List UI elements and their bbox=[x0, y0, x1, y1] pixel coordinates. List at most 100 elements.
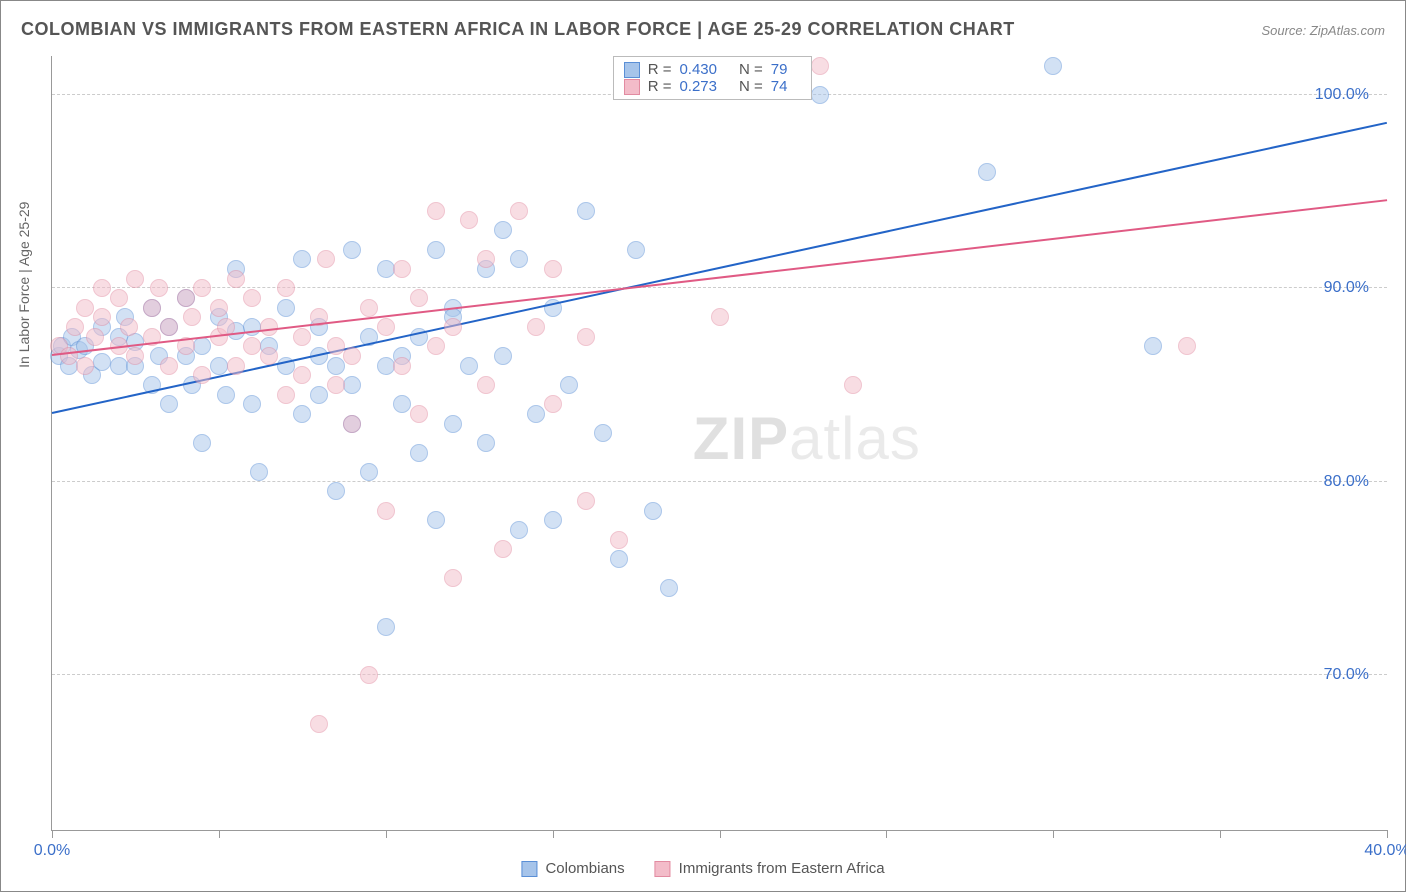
data-point bbox=[1144, 337, 1162, 355]
legend-row: R = 0.273 N = 74 bbox=[624, 78, 802, 95]
data-point bbox=[494, 221, 512, 239]
data-point bbox=[477, 250, 495, 268]
data-point bbox=[93, 353, 111, 371]
data-point bbox=[160, 318, 178, 336]
legend-swatch-icon bbox=[624, 62, 640, 78]
legend-label: Colombians bbox=[545, 860, 624, 877]
data-point bbox=[126, 270, 144, 288]
data-point bbox=[811, 86, 829, 104]
y-tick-label: 70.0% bbox=[1324, 666, 1369, 684]
watermark-atlas: atlas bbox=[789, 405, 921, 472]
data-point bbox=[377, 502, 395, 520]
data-point bbox=[510, 202, 528, 220]
data-point bbox=[410, 289, 428, 307]
r-label: R = bbox=[648, 61, 672, 78]
x-tick bbox=[219, 830, 220, 838]
data-point bbox=[427, 241, 445, 259]
y-tick-label: 100.0% bbox=[1315, 86, 1369, 104]
data-point bbox=[150, 279, 168, 297]
data-point bbox=[978, 163, 996, 181]
data-point bbox=[343, 376, 361, 394]
data-point bbox=[76, 299, 94, 317]
data-point bbox=[293, 366, 311, 384]
r-value: 0.273 bbox=[679, 78, 717, 95]
data-point bbox=[610, 550, 628, 568]
gridline bbox=[52, 481, 1387, 482]
data-point bbox=[377, 260, 395, 278]
plot-area: In Labor Force | Age 25-29 ZIPatlas R = … bbox=[51, 56, 1387, 831]
data-point bbox=[644, 502, 662, 520]
y-axis-label: In Labor Force | Age 25-29 bbox=[16, 202, 32, 368]
data-point bbox=[444, 415, 462, 433]
data-point bbox=[393, 395, 411, 413]
data-point bbox=[844, 376, 862, 394]
data-point bbox=[393, 357, 411, 375]
data-point bbox=[327, 482, 345, 500]
data-point bbox=[510, 250, 528, 268]
data-point bbox=[393, 260, 411, 278]
data-point bbox=[627, 241, 645, 259]
correlation-legend: R = 0.430 N = 79 R = 0.273 N = 74 bbox=[613, 56, 813, 100]
data-point bbox=[243, 337, 261, 355]
data-point bbox=[544, 395, 562, 413]
data-point bbox=[217, 386, 235, 404]
data-point bbox=[143, 299, 161, 317]
data-point bbox=[544, 511, 562, 529]
data-point bbox=[93, 308, 111, 326]
data-point bbox=[277, 299, 295, 317]
data-point bbox=[110, 357, 128, 375]
x-tick-label: 40.0% bbox=[1364, 842, 1406, 860]
data-point bbox=[577, 202, 595, 220]
data-point bbox=[310, 715, 328, 733]
data-point bbox=[177, 289, 195, 307]
series-legend: Colombians Immigrants from Eastern Afric… bbox=[521, 860, 884, 877]
data-point bbox=[160, 395, 178, 413]
data-point bbox=[327, 376, 345, 394]
data-point bbox=[610, 531, 628, 549]
y-tick-label: 80.0% bbox=[1324, 473, 1369, 491]
data-point bbox=[527, 318, 545, 336]
data-point bbox=[410, 405, 428, 423]
data-point bbox=[811, 57, 829, 75]
data-point bbox=[343, 415, 361, 433]
data-point bbox=[577, 328, 595, 346]
gridline bbox=[52, 674, 1387, 675]
legend-item: Immigrants from Eastern Africa bbox=[655, 860, 885, 877]
data-point bbox=[444, 318, 462, 336]
source-attribution: Source: ZipAtlas.com bbox=[1261, 23, 1385, 38]
n-value: 74 bbox=[771, 78, 788, 95]
data-point bbox=[460, 211, 478, 229]
legend-row: R = 0.430 N = 79 bbox=[624, 61, 802, 78]
chart-container: COLOMBIAN VS IMMIGRANTS FROM EASTERN AFR… bbox=[0, 0, 1406, 892]
data-point bbox=[86, 328, 104, 346]
data-point bbox=[227, 357, 245, 375]
trend-line bbox=[52, 122, 1387, 414]
x-tick bbox=[720, 830, 721, 838]
legend-swatch-icon bbox=[655, 861, 671, 877]
x-tick-label: 0.0% bbox=[34, 842, 70, 860]
legend-swatch-icon bbox=[521, 861, 537, 877]
trend-line bbox=[52, 199, 1387, 356]
legend-label: Immigrants from Eastern Africa bbox=[679, 860, 885, 877]
data-point bbox=[494, 540, 512, 558]
data-point bbox=[427, 511, 445, 529]
r-label: R = bbox=[648, 78, 672, 95]
data-point bbox=[377, 357, 395, 375]
data-point bbox=[377, 318, 395, 336]
data-point bbox=[577, 492, 595, 510]
data-point bbox=[660, 579, 678, 597]
data-point bbox=[711, 308, 729, 326]
watermark-zip: ZIP bbox=[693, 405, 789, 472]
x-tick bbox=[1220, 830, 1221, 838]
data-point bbox=[427, 202, 445, 220]
data-point bbox=[560, 376, 578, 394]
data-point bbox=[510, 521, 528, 539]
data-point bbox=[360, 463, 378, 481]
chart-title: COLOMBIAN VS IMMIGRANTS FROM EASTERN AFR… bbox=[21, 19, 1015, 40]
data-point bbox=[310, 386, 328, 404]
data-point bbox=[327, 357, 345, 375]
data-point bbox=[427, 337, 445, 355]
x-tick bbox=[1387, 830, 1388, 838]
watermark: ZIPatlas bbox=[693, 404, 921, 473]
data-point bbox=[243, 289, 261, 307]
